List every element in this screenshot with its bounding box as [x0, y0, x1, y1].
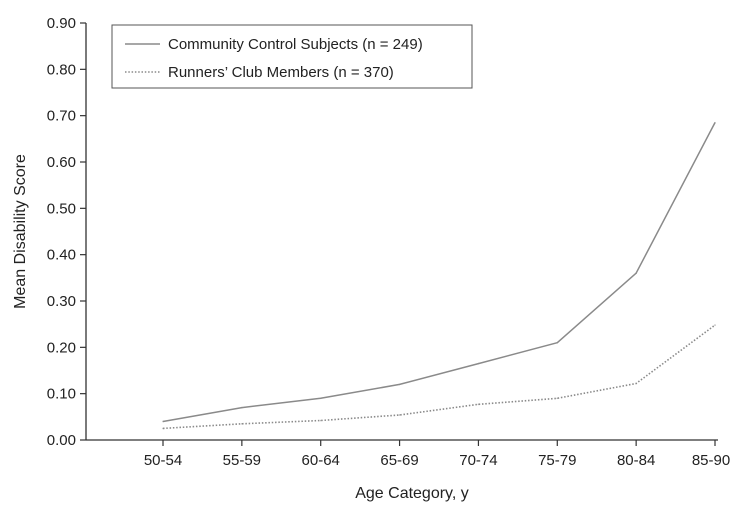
series-1-point — [162, 427, 164, 430]
x-tick-label: 75-79 — [538, 452, 576, 469]
x-tick-label: 85-90 — [692, 452, 730, 469]
series-0-point — [162, 420, 164, 423]
series-0-point — [477, 362, 480, 365]
x-tick-label: 50-54 — [144, 452, 182, 469]
x-tick-label: 55-59 — [223, 452, 261, 469]
legend-label-runners: Runners’ Club Members (n = 370) — [168, 64, 394, 81]
series-1-point — [319, 419, 322, 422]
series-1-point — [241, 422, 243, 425]
x-tick-label: 65-69 — [380, 452, 418, 469]
y-tick-label: 0.80 — [47, 61, 76, 78]
axes — [85, 23, 718, 441]
series-1-point — [714, 324, 716, 326]
x-tick-label: 60-64 — [302, 452, 340, 469]
series-1-point — [398, 414, 401, 416]
y-ticks: 0.00 0.10 0.20 0.30 0.40 0.50 0.60 0.70 0.80 0.90 — [47, 15, 86, 449]
x-tick-label: 70-74 — [459, 452, 497, 469]
x-axis-title: Age Category, y — [355, 485, 469, 502]
series-1-point — [556, 397, 559, 400]
y-tick-label: 0.30 — [47, 293, 76, 310]
y-tick-label: 0.90 — [47, 15, 76, 32]
y-tick-label: 0.10 — [47, 386, 76, 403]
legend-label-community: Community Control Subjects (n = 249) — [168, 36, 423, 53]
series-1-point — [477, 403, 480, 406]
x-tick-label: 80-84 — [617, 452, 655, 469]
series-lines — [162, 121, 716, 430]
series-0-point — [241, 406, 243, 409]
y-tick-label: 0.00 — [47, 432, 76, 449]
y-tick-label: 0.40 — [47, 247, 76, 264]
y-tick-label: 0.50 — [47, 200, 76, 217]
y-tick-label: 0.20 — [47, 339, 76, 356]
y-tick-label: 0.60 — [47, 154, 76, 171]
legend-box — [111, 24, 473, 89]
x-ticks: 50-54 55-59 60-64 65-69 70-74 75-79 80-84 85-90 — [144, 440, 730, 469]
series-0-point — [398, 383, 401, 386]
y-axis-title: Mean Disability Score — [12, 154, 29, 309]
series-0-point — [714, 121, 716, 124]
series-1-point — [635, 382, 637, 385]
series-0-point — [556, 341, 559, 344]
series-0-point — [635, 272, 637, 275]
series-line-1 — [162, 324, 716, 430]
legend: Community Control Subjects (n = 249) Run… — [111, 24, 473, 89]
series-line-0 — [162, 122, 716, 423]
series-0-point — [319, 397, 322, 400]
y-tick-label: 0.70 — [47, 108, 76, 125]
